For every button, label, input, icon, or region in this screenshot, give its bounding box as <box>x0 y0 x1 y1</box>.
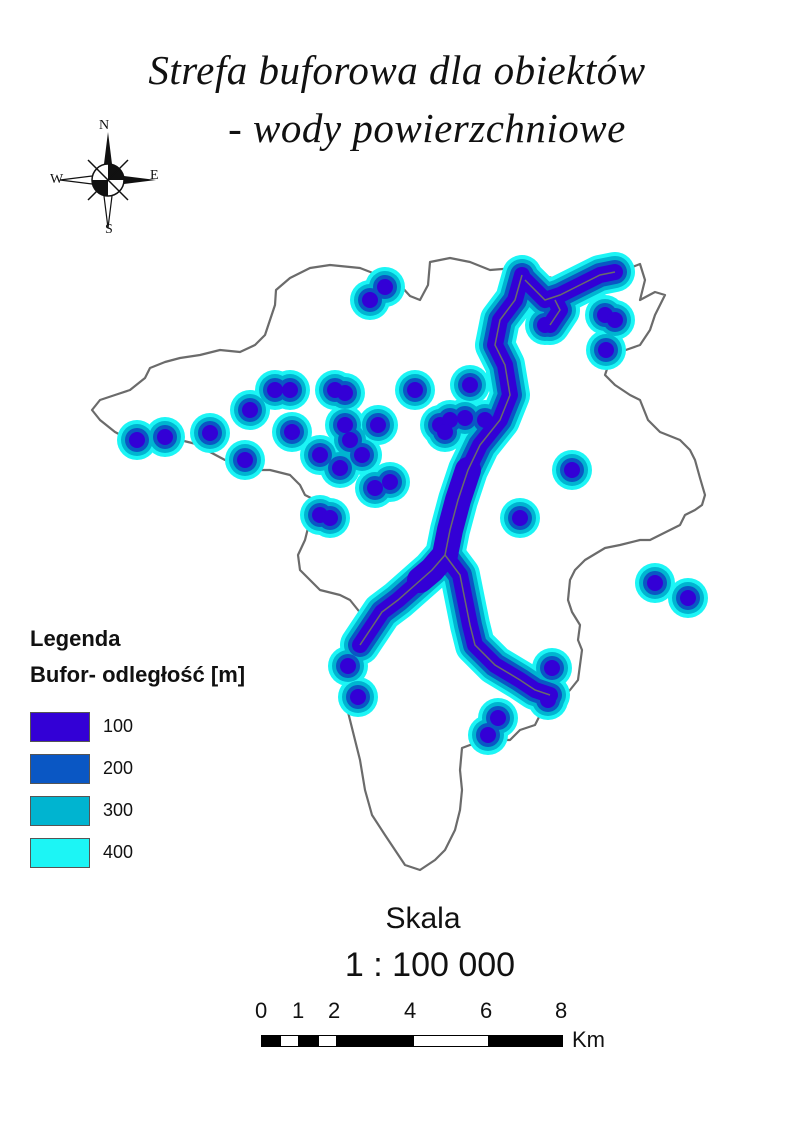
point-buffer <box>237 452 253 468</box>
scale-segment <box>337 1035 413 1047</box>
scale-heading: Skala <box>385 902 461 935</box>
scale-tick-6: 6 <box>480 998 493 1023</box>
scale-tick-1: 1 <box>292 998 305 1023</box>
point-buffer <box>457 410 473 426</box>
point-buffer <box>312 447 328 463</box>
point-buffer <box>367 480 383 496</box>
point-buffer <box>480 727 496 743</box>
scale-segment <box>280 1035 299 1047</box>
scale-ratio: 1 : 100 000 <box>344 946 516 984</box>
point-buffer <box>129 432 145 448</box>
scale-segment <box>413 1035 489 1047</box>
point-buffer <box>540 692 556 708</box>
compass-west-label: W <box>50 172 64 187</box>
point-buffer <box>282 382 298 398</box>
legend-label-400: 400 <box>103 842 134 862</box>
point-buffer <box>564 462 580 478</box>
legend-swatch-300 <box>30 796 90 826</box>
compass-north-label: N <box>99 118 110 133</box>
scale-segment <box>489 1035 563 1047</box>
point-buffer <box>354 447 370 463</box>
river-line <box>444 554 551 696</box>
point-buffer <box>284 424 300 440</box>
point-buffer <box>442 412 458 428</box>
point-buffer <box>242 402 258 418</box>
legend-heading: Legenda <box>30 626 121 651</box>
point-buffer <box>350 689 366 705</box>
scale-segment <box>299 1035 318 1047</box>
compass-south-label: S <box>105 222 113 237</box>
scale-unit: Km <box>572 1027 605 1052</box>
legend-swatch-100 <box>30 712 90 742</box>
point-buffer <box>267 382 283 398</box>
scale-tick-8: 8 <box>555 998 568 1023</box>
legend-label-200: 200 <box>103 758 134 778</box>
point-buffer <box>202 425 218 441</box>
buffer-layer <box>117 252 708 755</box>
point-buffer <box>342 432 358 448</box>
point-buffer <box>512 510 528 526</box>
point-buffer <box>382 474 398 490</box>
map-title-line1: Strefa buforowa dla obiektów <box>148 47 646 93</box>
point-buffer <box>437 424 453 440</box>
point-buffer <box>544 660 560 676</box>
legend-label-300: 300 <box>103 800 134 820</box>
map-title-line2: - wody powierzchniowe <box>228 105 626 151</box>
compass-rose-icon <box>59 132 156 229</box>
compass-east-label: E <box>150 168 159 183</box>
point-buffer <box>362 292 378 308</box>
river-line <box>524 271 616 301</box>
scale-tick-4: 4 <box>404 998 417 1023</box>
point-buffer <box>157 429 173 445</box>
point-buffer <box>537 317 553 333</box>
point-buffer <box>407 382 423 398</box>
point-buffer <box>332 460 348 476</box>
river-line <box>359 274 523 646</box>
scale-segment <box>261 1035 280 1047</box>
point-buffer <box>490 710 506 726</box>
legend-label-100: 100 <box>103 716 134 736</box>
legend-subheading: Bufor- odległość [m] <box>30 662 246 687</box>
legend-swatch-400 <box>30 838 90 868</box>
point-buffer <box>322 510 338 526</box>
point-buffer <box>337 385 353 401</box>
legend-swatch-200 <box>30 754 90 784</box>
scale-tick-2: 2 <box>328 998 341 1023</box>
point-buffer <box>462 377 478 393</box>
point-buffer <box>370 417 386 433</box>
point-buffer <box>377 279 393 295</box>
point-buffer <box>337 417 353 433</box>
river-line <box>549 299 561 326</box>
point-buffer <box>477 412 493 428</box>
point-buffer <box>607 312 623 328</box>
point-buffer <box>680 590 696 606</box>
point-buffer <box>598 342 614 358</box>
scale-segment <box>318 1035 337 1047</box>
point-buffer <box>340 658 356 674</box>
point-buffer <box>647 575 663 591</box>
scale-tick-0: 0 <box>255 998 268 1023</box>
